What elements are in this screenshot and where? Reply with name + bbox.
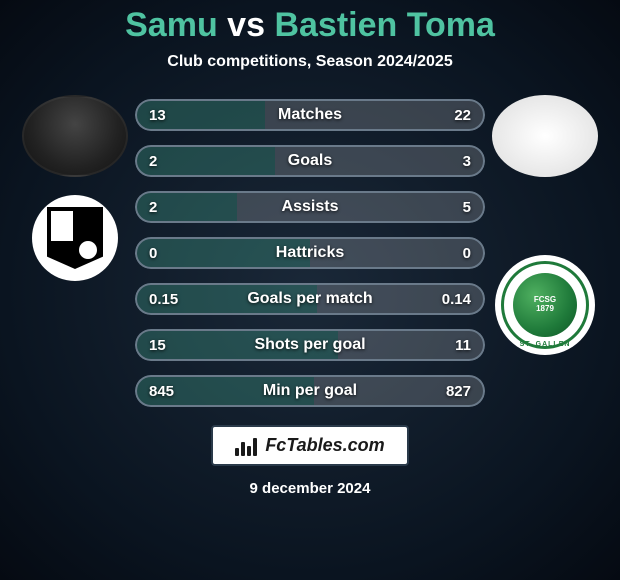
stat-value-p2: 0 bbox=[463, 245, 471, 262]
subtitle: Club competitions, Season 2024/2025 bbox=[167, 53, 452, 71]
player1-photo bbox=[22, 95, 128, 177]
club2-badge-line2: 1879 bbox=[534, 305, 556, 314]
stat-row: 845 Min per goal 827 bbox=[135, 375, 485, 407]
stat-value-p2: 11 bbox=[455, 337, 471, 354]
date: 9 december 2024 bbox=[250, 480, 371, 497]
title-vs: vs bbox=[227, 6, 265, 44]
stat-row: 0 Hattricks 0 bbox=[135, 237, 485, 269]
stat-label: Goals per match bbox=[247, 290, 372, 308]
main-comparison: 13Matches222Goals32Assists50Hattricks00.… bbox=[0, 95, 620, 407]
club1-badge bbox=[32, 195, 118, 281]
stat-value-p1: 845 bbox=[149, 383, 174, 400]
stat-value-p1: 0 bbox=[149, 245, 157, 262]
club2-ring-text: ST. GALLEN bbox=[504, 341, 586, 348]
stat-value-p1: 0.15 bbox=[149, 291, 178, 308]
club2-badge: FCSG 1879 ST. GALLEN bbox=[495, 255, 595, 355]
stat-value-p2: 5 bbox=[463, 199, 471, 216]
logo-chart-icon bbox=[235, 436, 259, 456]
player2-photo bbox=[492, 95, 598, 177]
stat-row: 15 Shots per goal 11 bbox=[135, 329, 485, 361]
title-player2: Bastien Toma bbox=[274, 6, 494, 44]
stat-row: 13 Matches 22 bbox=[135, 99, 485, 131]
stat-label: Matches bbox=[278, 106, 342, 124]
stat-row: 2 Assists 5 bbox=[135, 191, 485, 223]
site-name: FcTables.com bbox=[265, 435, 384, 456]
stat-label: Min per goal bbox=[263, 382, 357, 400]
stat-row: 0.15 Goals per match 0.14 bbox=[135, 283, 485, 315]
stat-value-p1: 13 bbox=[149, 107, 166, 124]
stat-label: Goals bbox=[288, 152, 332, 170]
stat-value-p2: 827 bbox=[446, 383, 471, 400]
stat-label: Assists bbox=[282, 198, 339, 216]
player1-column bbox=[15, 95, 135, 281]
footer: FcTables.com 9 december 2024 bbox=[211, 425, 408, 497]
comparison-title: Samu vs Bastien Toma bbox=[125, 6, 495, 45]
stat-row: 2 Goals 3 bbox=[135, 145, 485, 177]
stat-value-p1: 2 bbox=[149, 153, 157, 170]
stat-value-p2: 3 bbox=[463, 153, 471, 170]
stat-value-p1: 15 bbox=[149, 337, 166, 354]
stat-value-p2: 22 bbox=[454, 107, 471, 124]
stats-column: 13Matches222Goals32Assists50Hattricks00.… bbox=[135, 95, 485, 407]
title-player1: Samu bbox=[125, 6, 218, 44]
stat-label: Hattricks bbox=[276, 244, 344, 262]
site-logo: FcTables.com bbox=[211, 425, 408, 466]
club2-badge-text: FCSG 1879 bbox=[534, 296, 556, 314]
stat-value-p2: 0.14 bbox=[442, 291, 471, 308]
stat-label: Shots per goal bbox=[254, 336, 365, 354]
stat-fill-p2 bbox=[237, 191, 486, 223]
stat-value-p1: 2 bbox=[149, 199, 157, 216]
player2-column: FCSG 1879 ST. GALLEN bbox=[485, 95, 605, 355]
